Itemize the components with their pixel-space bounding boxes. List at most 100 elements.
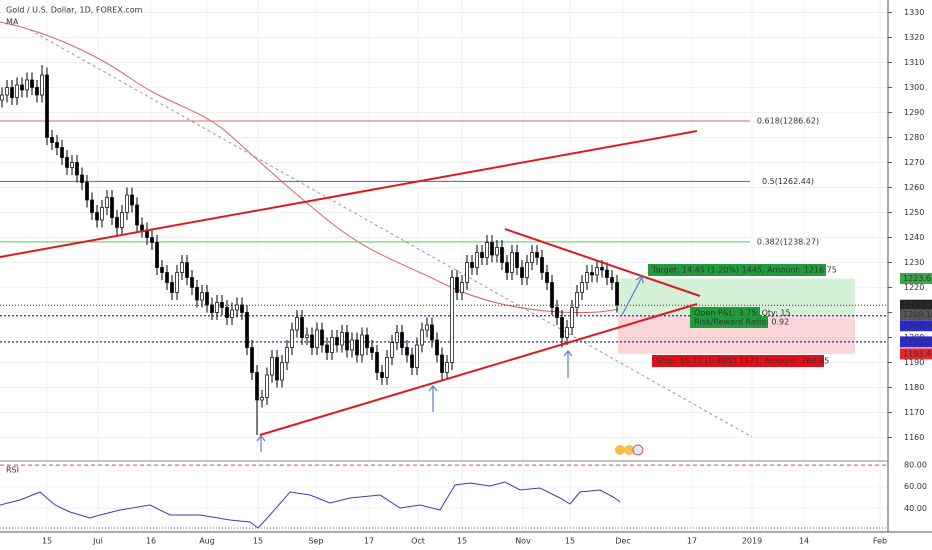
y-tick-label: 1250: [904, 208, 924, 217]
y-tick-label: 1190: [904, 358, 924, 367]
y-tick-label: 1290: [904, 108, 924, 117]
y-tick-label: 1220: [904, 283, 924, 292]
candle-body: [85, 182, 89, 201]
candle-body: [470, 262, 474, 268]
candle-body: [120, 212, 124, 228]
candle-body: [565, 327, 569, 338]
candle-body: [255, 372, 259, 401]
arrows: [256, 274, 644, 452]
trend-dashed: [29, 29, 753, 438]
candle-body: [580, 282, 584, 293]
candle-body: [45, 74, 49, 138]
candle-body: [5, 87, 9, 96]
candle-body: [515, 252, 519, 268]
candle-body: [540, 257, 544, 273]
rsi-label: RSI: [6, 466, 19, 475]
candle-body: [595, 267, 599, 276]
x-tick-label: 14: [799, 537, 809, 546]
position-tool: Target: 14.45 (1.20%) 1445, Amount: 1216…: [0, 264, 888, 367]
price-badge: [900, 309, 932, 321]
candle-body: [430, 324, 434, 341]
candle-body: [330, 337, 334, 353]
candle-body: [225, 307, 229, 318]
axes: 1160117011801190120012101220123012401250…: [0, 8, 932, 546]
fib-label: 0.618(1286.62): [757, 116, 819, 125]
rsi-tick-label: 80.00: [904, 461, 927, 470]
chart-title: Gold / U.S. Dollar, 1D, FOREX.com: [6, 6, 143, 15]
x-tick-label: 17: [364, 537, 374, 546]
y-tick-label: 1160: [904, 433, 924, 442]
candle-body: [80, 174, 84, 183]
candle-body: [90, 199, 94, 213]
candle-body: [240, 304, 244, 313]
candle-body: [390, 342, 394, 358]
candle-body: [60, 147, 64, 158]
candle-body: [445, 362, 449, 373]
candle-body: [465, 262, 469, 283]
candle-body: [415, 344, 419, 368]
candle-body: [110, 197, 114, 218]
candle-body: [115, 217, 119, 228]
candle-body: [335, 337, 339, 346]
fib-levels: 0.618(1286.62) 0.5(1262.44) 0.382(1238.27): [0, 116, 819, 246]
candle-body: [50, 137, 54, 143]
y-tick-label: 1170: [904, 408, 924, 417]
candle-body: [605, 269, 609, 278]
candle-body: [440, 354, 444, 373]
candle-body: [210, 304, 214, 313]
candle-body: [265, 374, 269, 398]
candle-body: [495, 247, 499, 256]
candle-body: [200, 292, 204, 301]
candle-body: [545, 272, 549, 283]
candle-body: [460, 282, 464, 293]
candle-body: [250, 347, 254, 373]
candle-body: [320, 329, 324, 346]
candle-body: [0, 94, 4, 101]
candle-body: [140, 224, 144, 231]
y-tick-label: 1240: [904, 233, 924, 242]
moving-average: [0, 21, 621, 314]
candle-body: [315, 329, 319, 348]
candle-body: [130, 194, 134, 206]
candle-body: [395, 332, 399, 343]
candle-body: [365, 334, 369, 348]
candle-body: [290, 329, 294, 348]
candle-body: [345, 332, 349, 351]
candle-body: [275, 357, 279, 381]
candle-body: [385, 357, 389, 378]
candle-body: [555, 307, 559, 318]
position-label: Target: 14.45 (1.20%) 1445, Amount: 1216…: [651, 266, 837, 275]
candle-body: [350, 339, 354, 351]
x-tick-label: Jul: [92, 537, 103, 546]
candle-body: [615, 282, 619, 306]
price-badge: [900, 336, 932, 348]
candle-body: [190, 277, 194, 288]
y-tick-label: 1300: [904, 83, 924, 92]
candle-body: [70, 162, 74, 168]
candle-body: [325, 344, 329, 353]
candle-body: [435, 339, 439, 356]
candle-body: [600, 267, 604, 271]
candle-body: [100, 207, 104, 221]
candle-body: [285, 347, 289, 363]
y-tick-label: 1230: [904, 258, 924, 267]
candle-body: [450, 277, 454, 363]
rsi-tick-label: 60.00: [904, 482, 927, 491]
fib-label: 0.382(1238.27): [757, 237, 819, 246]
candle-body: [280, 362, 284, 381]
candle-body: [480, 252, 484, 258]
candle-body: [355, 339, 359, 356]
position-label-bg: [690, 316, 768, 328]
candle-body: [490, 242, 494, 256]
x-tick-label: Dec: [615, 537, 630, 546]
x-tick-label: 17: [687, 537, 697, 546]
x-tick-label: Feb: [873, 537, 887, 546]
position-label: Open P&L: 3.75, Qty: 15: [694, 309, 791, 318]
candle-body: [610, 277, 614, 283]
candle-body: [360, 334, 364, 356]
candle-body: [160, 267, 164, 273]
x-tick-label: 16: [146, 537, 156, 546]
x-tick-label: 15: [565, 537, 575, 546]
candle-body: [295, 317, 299, 331]
y-tick-label: 1270: [904, 158, 924, 167]
